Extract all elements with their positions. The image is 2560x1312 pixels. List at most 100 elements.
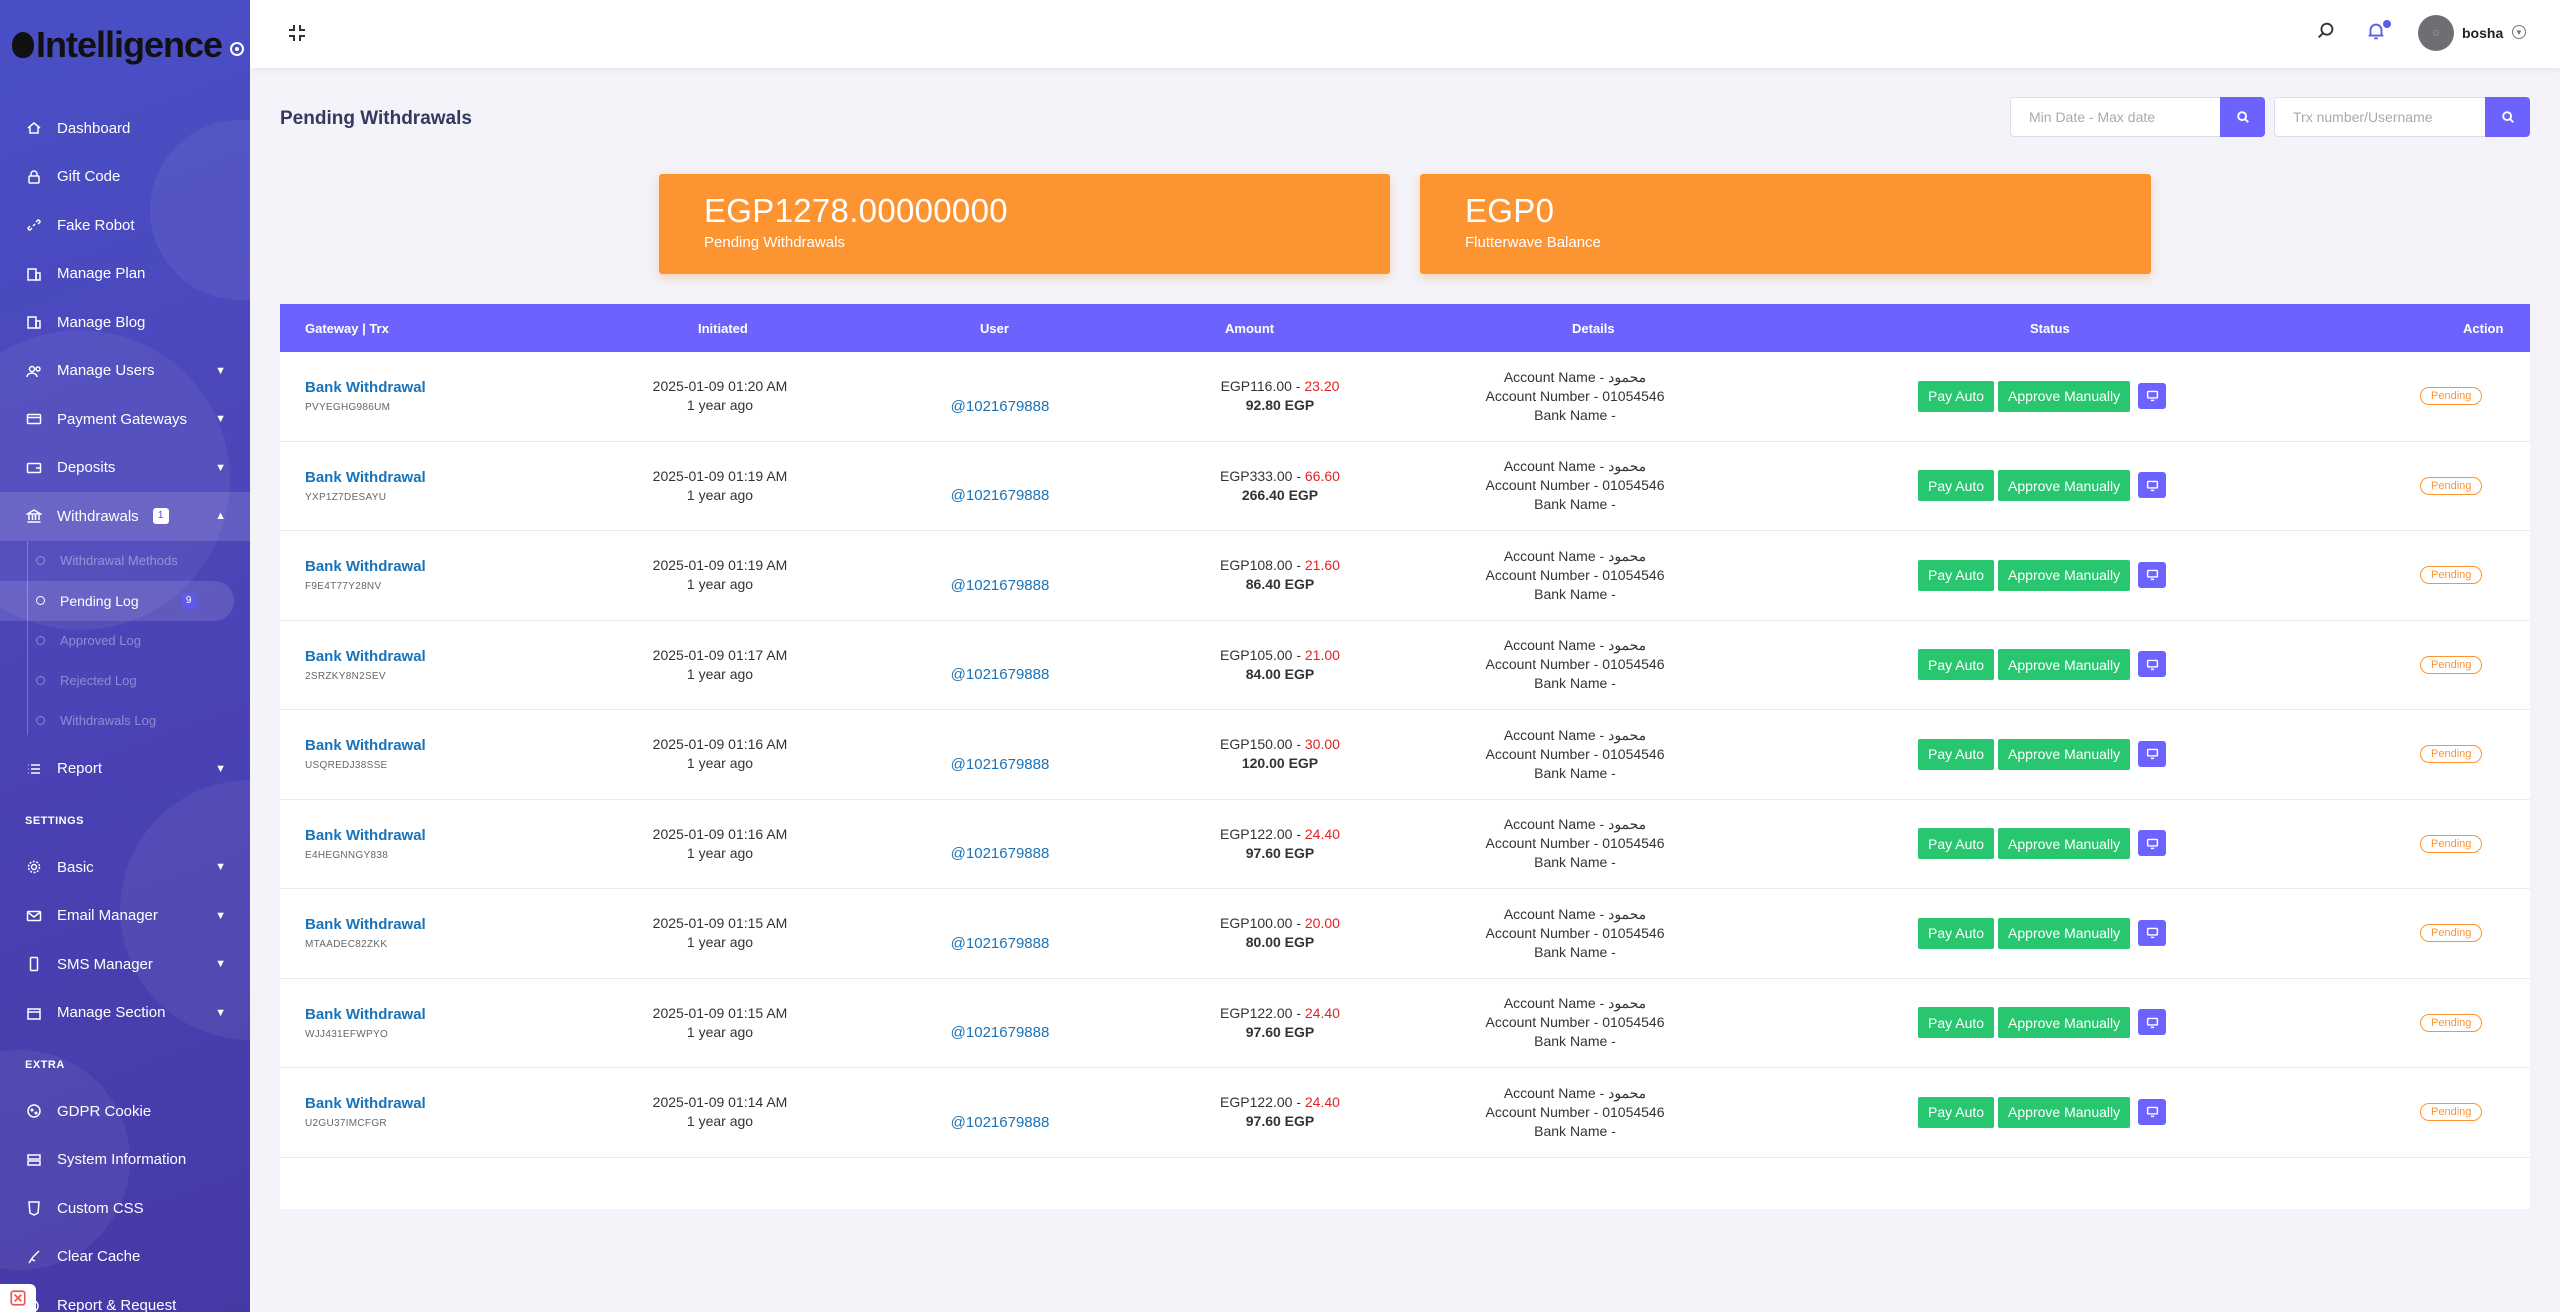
pay-auto-button[interactable]: Pay Auto xyxy=(1918,649,1995,681)
bell-icon[interactable] xyxy=(2365,20,2389,44)
gateway-link[interactable]: Bank Withdrawal xyxy=(305,1005,426,1023)
sidebar-item-report-request[interactable]: Report & Request xyxy=(0,1281,250,1312)
desktop-icon[interactable] xyxy=(2138,651,2167,678)
date-search-button[interactable] xyxy=(2220,97,2265,137)
user-link[interactable]: @1021679888 xyxy=(950,845,1050,863)
desktop-icon[interactable] xyxy=(2138,1009,2167,1036)
search-icon[interactable] xyxy=(2315,20,2339,44)
debug-toolbar-icon[interactable] xyxy=(0,1284,36,1312)
account-name: Account Name - محمود xyxy=(1503,637,1647,654)
sidebar-subitem-rejected-log[interactable]: Rejected Log xyxy=(0,661,250,701)
chevron-down-icon: ▼ xyxy=(215,413,226,425)
pay-auto-button[interactable]: Pay Auto xyxy=(1918,738,1995,770)
pay-auto-button[interactable]: Pay Auto xyxy=(1918,1007,1995,1039)
sidebar-item-custom-css[interactable]: Custom CSS xyxy=(0,1184,250,1233)
approve-manually-button[interactable]: Approve Manually xyxy=(1998,917,2131,949)
sidebar-subitem-withdrawal-methods[interactable]: Withdrawal Methods xyxy=(0,541,250,581)
details-cell: Account Name - محمود Account Number - 01… xyxy=(1475,636,1675,693)
sidebar-subitem-label: Withdrawals Log xyxy=(60,713,157,728)
gateway-link[interactable]: Bank Withdrawal xyxy=(305,558,426,576)
desktop-icon[interactable] xyxy=(2138,472,2167,499)
table-row: Bank Withdrawal WJJ431EFWPYO 2025-01-09 … xyxy=(280,979,2530,1068)
approve-manually-button[interactable]: Approve Manually xyxy=(1998,1007,2131,1039)
avatar[interactable]: ☺ xyxy=(2418,15,2454,51)
trx-search-input[interactable] xyxy=(2274,97,2485,137)
username[interactable]: bosha xyxy=(2462,25,2504,41)
sidebar-item-label: Payment Gateways xyxy=(57,410,188,428)
user-link[interactable]: @1021679888 xyxy=(950,755,1050,773)
user-link[interactable]: @1021679888 xyxy=(950,1113,1050,1131)
pay-auto-button[interactable]: Pay Auto xyxy=(1918,1096,1995,1128)
status-badge: Pending xyxy=(2420,745,2483,764)
table-row: Bank Withdrawal 2SRZKY8N2SEV 2025-01-09 … xyxy=(280,621,2530,710)
gateway-link[interactable]: Bank Withdrawal xyxy=(305,737,426,755)
desktop-icon[interactable] xyxy=(2138,740,2167,767)
date-search xyxy=(2010,97,2265,137)
sidebar-item-system-information[interactable]: System Information xyxy=(0,1136,250,1185)
gateway-link[interactable]: Bank Withdrawal xyxy=(305,1095,426,1113)
desktop-icon[interactable] xyxy=(2138,561,2167,588)
pay-auto-button[interactable]: Pay Auto xyxy=(1918,917,1995,949)
pay-auto-button[interactable]: Pay Auto xyxy=(1918,470,1995,502)
sidebar-item-basic[interactable]: Basic ▼ xyxy=(0,843,250,892)
pay-auto-button[interactable]: Pay Auto xyxy=(1918,380,1995,412)
user-link[interactable]: @1021679888 xyxy=(950,934,1050,952)
gateway-link[interactable]: Bank Withdrawal xyxy=(305,468,426,486)
gateway-link[interactable]: Bank Withdrawal xyxy=(305,826,426,844)
sidebar-item-gift-code[interactable]: Gift Code xyxy=(0,153,250,202)
pay-auto-button[interactable]: Pay Auto xyxy=(1918,828,1995,860)
pending-withdrawals-card: EGP1278.00000000 Pending Withdrawals xyxy=(659,174,1390,274)
pay-auto-button[interactable]: Pay Auto xyxy=(1918,559,1995,591)
approve-manually-button[interactable]: Approve Manually xyxy=(1998,738,2131,770)
sidebar-item-manage-blog[interactable]: Manage Blog xyxy=(0,298,250,347)
sidebar-item-manage-section[interactable]: Manage Section ▼ xyxy=(0,989,250,1038)
desktop-icon[interactable] xyxy=(2138,382,2167,409)
chevron-down-icon[interactable]: ▼ xyxy=(2512,25,2526,39)
sidebar-toggle-icon[interactable] xyxy=(230,42,245,56)
user-link[interactable]: @1021679888 xyxy=(950,487,1050,505)
bank-name: Bank Name - xyxy=(1534,496,1616,513)
sidebar-item-manage-plan[interactable]: Manage Plan xyxy=(0,250,250,299)
approve-manually-button[interactable]: Approve Manually xyxy=(1998,649,2131,681)
sidebar-subitem-approved-log[interactable]: Approved Log xyxy=(0,621,250,661)
brand-logo[interactable]: Intelligence xyxy=(12,22,245,68)
sidebar-subitem-pending-log[interactable]: Pending Log 9 xyxy=(0,580,234,621)
sidebar-item-gdpr-cookie[interactable]: GDPR Cookie xyxy=(0,1087,250,1136)
approve-manually-button[interactable]: Approve Manually xyxy=(1998,470,2131,502)
sidebar-subitem-withdrawals-log[interactable]: Withdrawals Log xyxy=(0,701,250,741)
sidebar-item-report[interactable]: Report ▼ xyxy=(0,745,250,794)
desktop-icon[interactable] xyxy=(2138,1098,2167,1125)
sidebar-item-sms-manager[interactable]: SMS Manager ▼ xyxy=(0,940,250,989)
sidebar-item-withdrawals[interactable]: Withdrawals 1 ▲ xyxy=(0,492,250,541)
user-link[interactable]: @1021679888 xyxy=(950,666,1050,684)
sidebar-item-dashboard[interactable]: Dashboard xyxy=(0,104,250,153)
sidebar-item-manage-users[interactable]: Manage Users ▼ xyxy=(0,347,250,396)
trx-search-button[interactable] xyxy=(2485,97,2530,137)
gateway-link[interactable]: Bank Withdrawal xyxy=(305,916,426,934)
sidebar-item-fake-robot[interactable]: Fake Robot xyxy=(0,201,250,250)
user-link[interactable]: @1021679888 xyxy=(950,576,1050,594)
desktop-icon[interactable] xyxy=(2138,830,2167,857)
gateway-link[interactable]: Bank Withdrawal xyxy=(305,379,426,397)
compress-icon[interactable] xyxy=(287,23,307,43)
account-name: Account Name - محمود xyxy=(1503,458,1647,475)
approve-manually-button[interactable]: Approve Manually xyxy=(1998,380,2131,412)
gateway-link[interactable]: Bank Withdrawal xyxy=(305,647,426,665)
approve-manually-button[interactable]: Approve Manually xyxy=(1998,828,2131,860)
date-range-input[interactable] xyxy=(2010,97,2220,137)
gateway-cell: Bank Withdrawal F9E4T77Y28NV xyxy=(305,558,426,592)
net-amount: 97.60 EGP xyxy=(1245,844,1315,861)
users-icon xyxy=(25,362,43,380)
sidebar-item-deposits[interactable]: Deposits ▼ xyxy=(0,444,250,493)
sidebar-item-payment-gateways[interactable]: Payment Gateways ▼ xyxy=(0,395,250,444)
initiated-date: 2025-01-09 01:20 AM xyxy=(652,378,788,395)
approve-manually-button[interactable]: Approve Manually xyxy=(1998,559,2131,591)
initiated-date: 2025-01-09 01:19 AM xyxy=(652,467,788,484)
approve-manually-button[interactable]: Approve Manually xyxy=(1998,1096,2131,1128)
sidebar-item-email-manager[interactable]: Email Manager ▼ xyxy=(0,892,250,941)
bank-name: Bank Name - xyxy=(1534,675,1616,692)
user-link[interactable]: @1021679888 xyxy=(950,397,1050,415)
sidebar-item-clear-cache[interactable]: Clear Cache xyxy=(0,1233,250,1282)
user-link[interactable]: @1021679888 xyxy=(950,1024,1050,1042)
desktop-icon[interactable] xyxy=(2138,919,2167,946)
